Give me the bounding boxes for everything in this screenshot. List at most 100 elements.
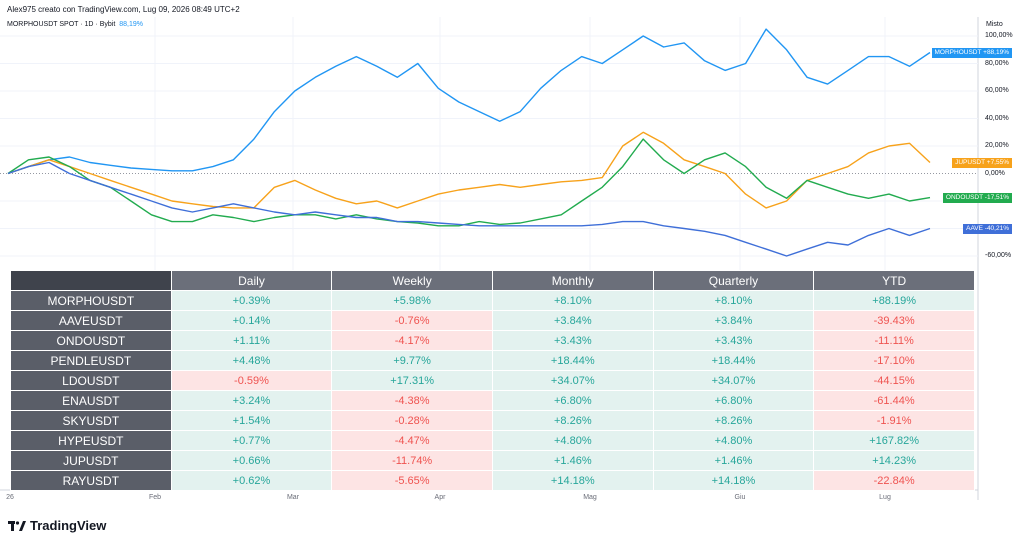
symbol-legend: MORPHOUSDT SPOT · 1D · Bybit 88,19% [7, 21, 143, 28]
y-tick-3: 40,00% [985, 114, 1009, 122]
series-line-ondousdt [7, 138, 931, 227]
cell-daily: +1.11% [170, 330, 333, 351]
row-symbol: RAYUSDT [10, 470, 172, 491]
cell-quarterly: +14.18% [652, 470, 815, 491]
cell-daily: +4.48% [170, 350, 333, 371]
table-row: HYPEUSDT +0.77% -4.47% +4.80% +4.80% +167.82% [10, 430, 975, 451]
cell-ytd: -1.91% [813, 410, 975, 431]
column-header-monthly: Monthly [491, 270, 654, 291]
row-symbol: SKYUSDT [10, 410, 172, 431]
cell-monthly: +8.10% [491, 290, 654, 311]
cell-daily: +3.24% [170, 390, 333, 411]
row-symbol: AAVEUSDT [10, 310, 172, 331]
cell-daily: +0.14% [170, 310, 333, 331]
table-row: ENAUSDT +3.24% -4.38% +6.80% +6.80% -61.44% [10, 390, 975, 411]
x-tick-3: Apr [434, 494, 446, 501]
table-row: MORPHOUSDT +0.39% +5.98% +8.10% +8.10% +88.19… [10, 290, 975, 311]
x-tick-4: Mag [583, 494, 597, 501]
series-last-label-aave: AAVE -40,21% [963, 223, 1012, 234]
series-line-aave [7, 161, 931, 257]
table-row: RAYUSDT +0.62% -5.65% +14.18% +14.18% -22.84% [10, 470, 975, 491]
table-row: JUPUSDT +0.66% -11.74% +1.46% +1.46% +14.23% [10, 450, 975, 471]
cell-weekly: -4.38% [331, 390, 493, 411]
row-symbol: MORPHOUSDT [10, 290, 172, 311]
cell-ytd: -44.15% [813, 370, 975, 391]
cell-daily: +0.62% [170, 470, 333, 491]
table-body: MORPHOUSDT +0.39% +5.98% +8.10% +8.10% +88.19… [10, 290, 975, 491]
cell-quarterly: +4.80% [652, 430, 815, 451]
cell-daily: +1.54% [170, 410, 333, 431]
cell-quarterly: +8.10% [652, 290, 815, 311]
tradingview-icon [8, 520, 26, 531]
series-last-label-jupusdt: JUPUSDT +7,55% [952, 157, 1012, 168]
cell-quarterly: +1.46% [652, 450, 815, 471]
series-last-label-morphousdt: MORPHOUSDT +88,19% [931, 47, 1012, 58]
cell-monthly: +14.18% [491, 470, 654, 491]
row-symbol: ENAUSDT [10, 390, 172, 411]
column-header-weekly: Weekly [331, 270, 493, 291]
row-symbol: HYPEUSDT [10, 430, 172, 451]
cell-weekly: -11.74% [331, 450, 493, 471]
cell-weekly: +9.77% [331, 350, 493, 371]
cell-daily: +0.39% [170, 290, 333, 311]
cell-daily: +0.77% [170, 430, 333, 451]
cell-ytd: +167.82% [813, 430, 975, 451]
cell-weekly: -5.65% [331, 470, 493, 491]
table-header-row: Daily Weekly Monthly Quarterly YTD [10, 270, 975, 291]
cell-daily: -0.59% [170, 370, 333, 391]
symbol-name: MORPHOUSDT SPOT · 1D · Bybit [7, 21, 116, 28]
table-row: PENDLEUSDT +4.48% +9.77% +18.44% +18.44% -17.… [10, 350, 975, 371]
cell-weekly: -0.76% [331, 310, 493, 331]
cell-ytd: -22.84% [813, 470, 975, 491]
y-tick-1: 80,00% [985, 59, 1009, 67]
cell-daily: +0.66% [170, 450, 333, 471]
row-symbol: PENDLEUSDT [10, 350, 172, 371]
cell-monthly: +4.80% [491, 430, 654, 451]
table-row: ONDOUSDT +1.11% -4.17% +3.43% +3.43% -11.11% [10, 330, 975, 351]
x-tick-0: 26 [6, 494, 14, 501]
column-header-ytd: YTD [813, 270, 975, 291]
cell-quarterly: +34.07% [652, 370, 815, 391]
cell-ytd: -39.43% [813, 310, 975, 331]
cell-monthly: +3.84% [491, 310, 654, 331]
y-tick-6: -60,00% [985, 252, 1012, 259]
cell-weekly: +5.98% [331, 290, 493, 311]
cell-quarterly: +3.84% [652, 310, 815, 331]
x-tick-5: Giu [734, 494, 746, 501]
cell-ytd: +88.19% [813, 290, 975, 311]
cell-quarterly: +18.44% [652, 350, 815, 371]
series-line-morphousdt [7, 28, 931, 175]
cell-quarterly: +8.26% [652, 410, 815, 431]
row-symbol: JUPUSDT [10, 450, 172, 471]
cell-monthly: +34.07% [491, 370, 654, 391]
column-header-daily: Daily [170, 270, 333, 291]
y-tick-0: 100,00% [985, 32, 1013, 39]
symbol-change: 88,19% [119, 21, 144, 28]
cell-quarterly: +6.80% [652, 390, 815, 411]
performance-table: Daily Weekly Monthly Quarterly YTD MORPHOUSD… [10, 270, 975, 491]
cell-monthly: +3.43% [491, 330, 654, 351]
series-last-label-ondousdt: ONDOUSDT -17,51% [942, 192, 1012, 203]
y-tick-2: 60,00% [985, 87, 1009, 94]
x-tick-2: Mar [286, 494, 300, 501]
tradingview-logo: TradingView [8, 518, 106, 533]
series-lines [7, 28, 931, 257]
cell-ytd: -11.11% [813, 330, 975, 351]
cell-ytd: -61.44% [813, 390, 975, 411]
cell-monthly: +18.44% [491, 350, 654, 371]
row-symbol: LDOUSDT [10, 370, 172, 391]
cell-quarterly: +3.43% [652, 330, 815, 351]
column-header-quarterly: Quarterly [652, 270, 815, 291]
cell-ytd: +14.23% [813, 450, 975, 471]
y-tick-4: 20,00% [985, 142, 1009, 149]
x-tick-1: Feb [148, 494, 162, 501]
brand-name: TradingView [30, 518, 107, 533]
cell-weekly: -4.17% [331, 330, 493, 351]
cell-ytd: -17.10% [813, 350, 975, 371]
cell-weekly: -0.28% [331, 410, 493, 431]
x-tick-6: Lug [879, 494, 891, 501]
table-row: SKYUSDT +1.54% -0.28% +8.26% +8.26% -1.91% [10, 410, 975, 431]
table-corner [10, 270, 172, 291]
table-row: AAVEUSDT +0.14% -0.76% +3.84% +3.84% -39.43% [10, 310, 975, 331]
series-line-jupusdt [7, 131, 931, 209]
